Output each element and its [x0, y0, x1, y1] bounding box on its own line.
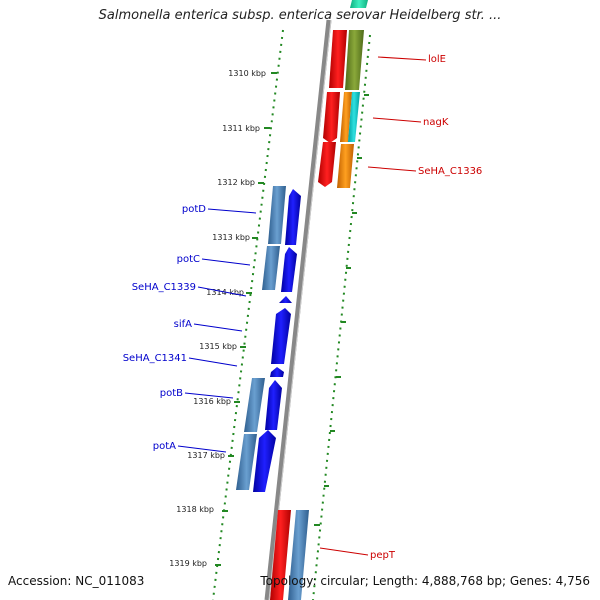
gene-feature-lolE: [345, 30, 364, 90]
genome-backbone: [264, 19, 332, 600]
gene-label-lolE[interactable]: lolE: [428, 54, 446, 65]
scale-tick-1310kbp: 1310 kbp: [228, 69, 277, 78]
gene-feature-potC-steel: [262, 246, 280, 290]
gene-feature-pepT: [288, 510, 309, 600]
gene-feature-potB: [265, 380, 282, 430]
scale-label-1310kbp: 1310 kbp: [228, 69, 266, 78]
scale-label-1311kbp: 1311 kbp: [222, 124, 260, 133]
gene-label-SeHA_C1341[interactable]: SeHA_C1341: [123, 353, 187, 364]
forward-gene-features: [270, 0, 368, 600]
gene-feature-red-top-2: [323, 92, 340, 143]
outer-scale-ring: [312, 34, 371, 600]
gene-label-potA[interactable]: potA: [153, 441, 176, 452]
scale-label-1315kbp: 1315 kbp: [199, 342, 237, 351]
scale-tick-1315kbp: 1315 kbp: [199, 342, 246, 351]
scale-label-1312kbp: 1312 kbp: [217, 178, 255, 187]
gene-label-pepT[interactable]: pepT: [370, 550, 396, 561]
inner-scale-ring: [212, 29, 284, 600]
reverse-gene-features: [236, 186, 301, 492]
map-title: Salmonella enterica subsp. enterica sero…: [98, 8, 502, 23]
topology-label: Topology: circular; Length: 4,888,768 bp…: [260, 574, 590, 588]
gene-label-nagK[interactable]: nagK: [423, 117, 449, 128]
gene-label-potC[interactable]: potC: [177, 254, 200, 265]
gene-feature-teal-top: [350, 0, 368, 8]
scale-tick-1318kbp: 1318 kbp: [176, 505, 228, 514]
scale-label-1318kbp: 1318 kbp: [176, 505, 214, 514]
outer-ring-ticks: [314, 94, 369, 526]
gene-feature-red-bottom: [270, 510, 291, 600]
scale-label-1313kbp: 1313 kbp: [212, 233, 250, 242]
gene-feature-potD: [285, 189, 301, 245]
gene-label-potD[interactable]: potD: [182, 204, 206, 215]
scale-label-1317kbp: 1317 kbp: [187, 451, 225, 460]
gene-label-SeHA_C1336[interactable]: SeHA_C1336: [418, 166, 482, 177]
gene-feature-potA-steel: [236, 434, 257, 490]
gene-feature-potA: [253, 430, 276, 492]
accession-label: Accession: NC_011083: [8, 574, 145, 588]
gene-feature-sifA: [271, 308, 291, 364]
gene-feature-SeHA_C1341: [270, 367, 284, 377]
scale-tick-1319kbp: 1319 kbp: [169, 559, 221, 568]
scale-tick-1311kbp: 1311 kbp: [222, 124, 270, 133]
scale-label-1316kbp: 1316 kbp: [193, 397, 231, 406]
gene-feature-potC: [281, 247, 297, 292]
gene-label-potB[interactable]: potB: [160, 388, 183, 399]
gene-label-SeHA_C1339[interactable]: SeHA_C1339: [132, 282, 196, 293]
gene-label-sifA[interactable]: sifA: [174, 319, 193, 330]
gene-feature-cyan: [348, 92, 360, 142]
scale-tick-1316kbp: 1316 kbp: [193, 397, 240, 406]
reverse-gene-labels: potD potC SeHA_C1339 sifA SeHA_C1341 pot…: [123, 204, 257, 453]
gene-feature-SeHA_C1336: [337, 144, 354, 188]
gene-feature-potD-steel: [268, 186, 286, 244]
scale-tick-1312kbp: 1312 kbp: [217, 178, 264, 187]
forward-gene-labels: lolE nagK SeHA_C1336 pepT: [319, 54, 482, 561]
scale-label-1319kbp: 1319 kbp: [169, 559, 207, 568]
gene-feature-red-top-3: [318, 142, 336, 187]
gene-feature-SeHA_C1339: [279, 296, 292, 303]
gene-feature-potB-steel: [244, 378, 265, 432]
gene-feature-red-top-1: [329, 30, 347, 88]
scale-tick-1313kbp: 1313 kbp: [212, 233, 258, 242]
scale-tick-1317kbp: 1317 kbp: [187, 451, 234, 460]
